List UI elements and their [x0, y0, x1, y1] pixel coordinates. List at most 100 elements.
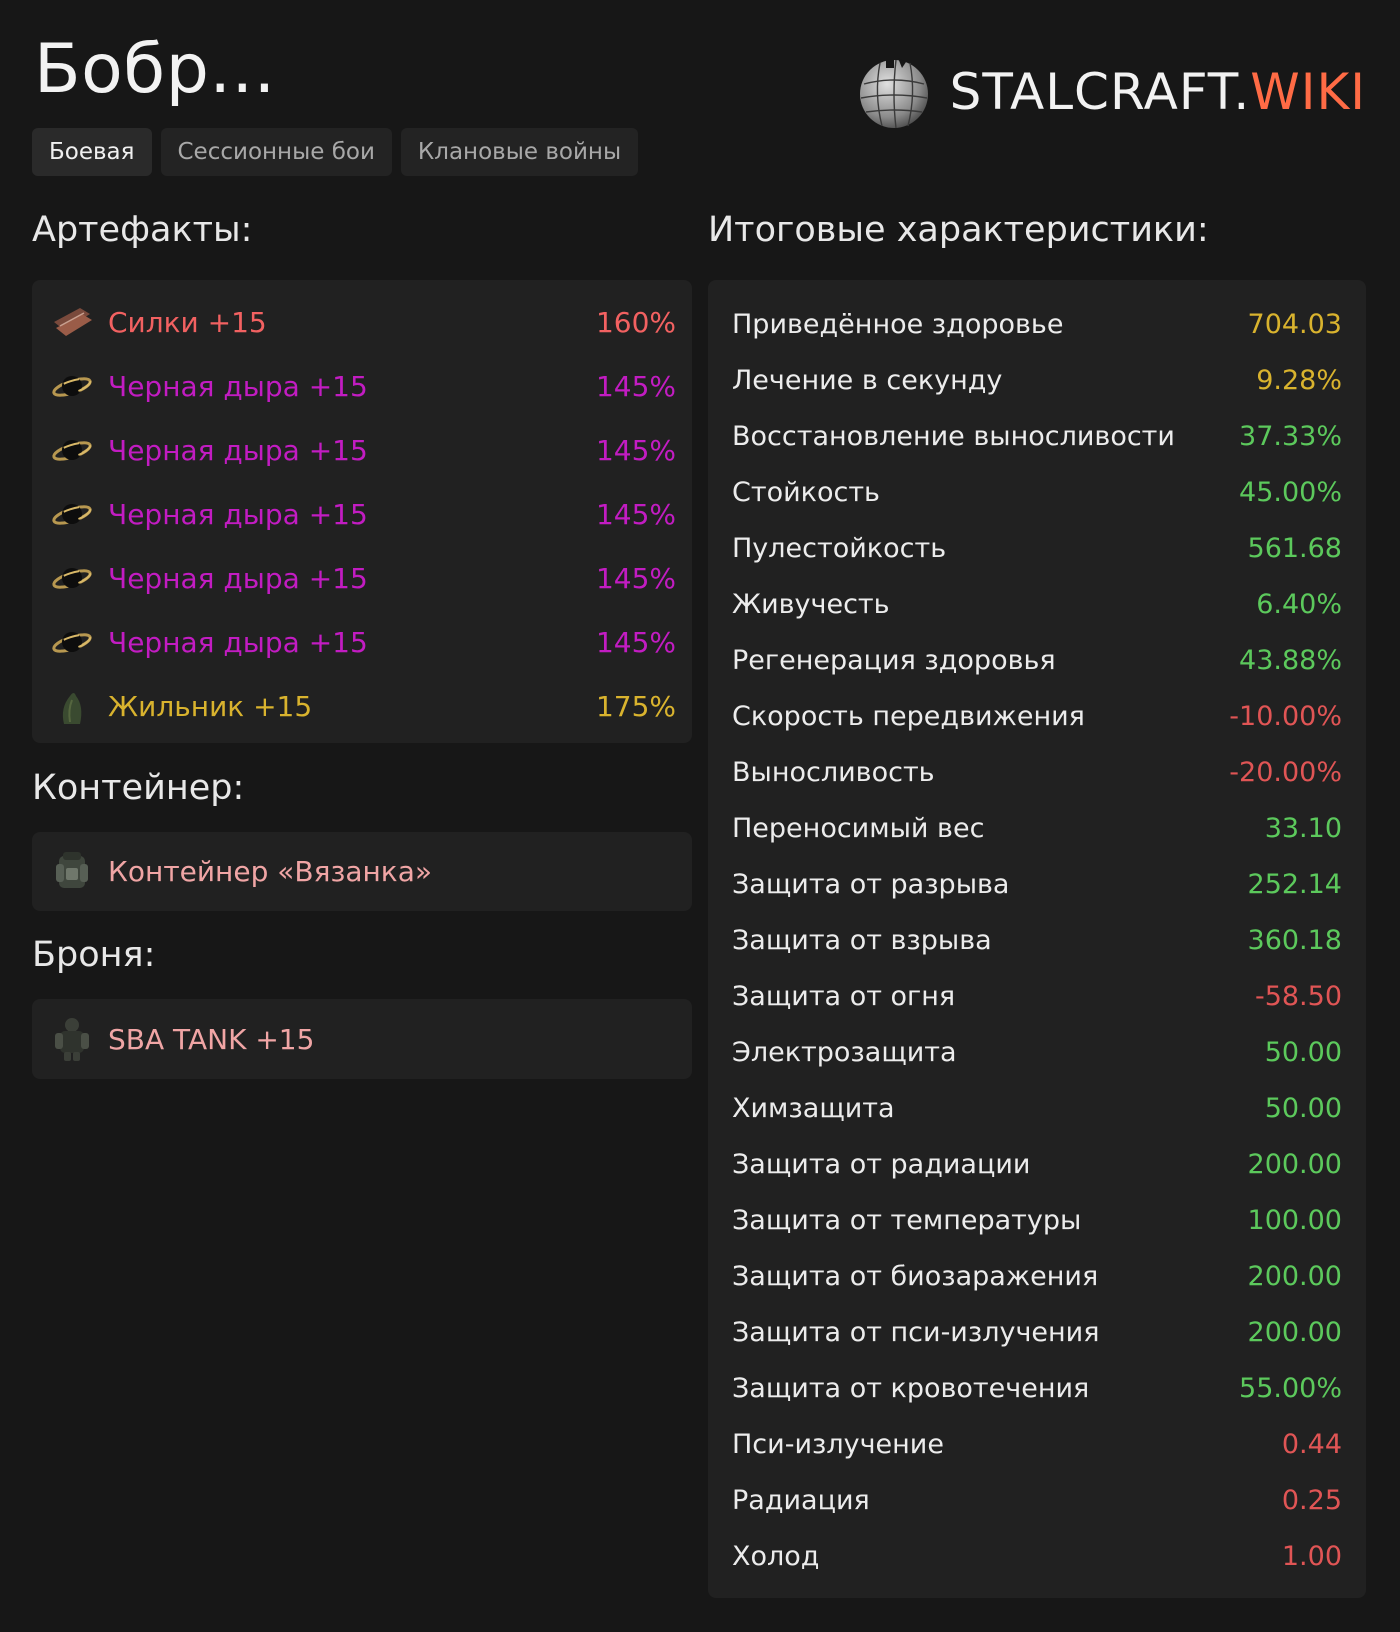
artifacts-heading: Артефакты: [32, 210, 253, 250]
artifact-value: 145% [595, 497, 676, 531]
stat-row: Химзащита 50.00 [732, 1080, 1342, 1136]
container-heading: Контейнер: [32, 768, 245, 808]
stat-row: Защита от огня -58.50 [732, 968, 1342, 1024]
container-name: Контейнер «Вязанка» [108, 855, 432, 888]
stat-value: 55.00% [1239, 1372, 1342, 1404]
stat-row: Регенерация здоровья 43.88% [732, 632, 1342, 688]
stat-label: Защита от биозаражения [732, 1260, 1099, 1292]
stat-value: -10.00% [1229, 700, 1342, 732]
artifact-row[interactable]: Силки +15 160% [32, 290, 692, 354]
stat-row: Переносимый вес 33.10 [732, 800, 1342, 856]
stat-value: 252.14 [1247, 868, 1342, 900]
stat-label: Приведённое здоровье [732, 308, 1064, 340]
stat-row: Пси-излучение 0.44 [732, 1416, 1342, 1472]
stat-row: Скорость передвижения -10.00% [732, 688, 1342, 744]
stat-value: -20.00% [1229, 756, 1342, 788]
stat-value: 6.40% [1256, 588, 1342, 620]
puzzle-globe-icon [859, 58, 928, 129]
artifact-row[interactable]: Черная дыра +15 145% [32, 418, 692, 482]
tab-combat[interactable]: Боевая [32, 128, 152, 176]
stat-label: Химзащита [732, 1092, 895, 1124]
stat-label: Защита от температуры [732, 1204, 1082, 1236]
artifact-row[interactable]: Жильник +15 175% [32, 674, 692, 738]
container-panel[interactable]: Контейнер «Вязанка» [32, 832, 692, 911]
armor-panel[interactable]: SBA TANK +15 [32, 999, 692, 1079]
stat-row: Лечение в секунду 9.28% [732, 352, 1342, 408]
stat-label: Стойкость [732, 476, 880, 508]
tab-session-battles[interactable]: Сессионные бои [160, 128, 392, 176]
stat-value: 33.10 [1264, 812, 1342, 844]
vein-artifact-icon [62, 693, 82, 724]
artifact-value: 145% [595, 369, 676, 403]
artifact-name: Жильник +15 [108, 689, 313, 723]
logo-text: STALCRAFT.WIKI [949, 63, 1366, 121]
stat-label: Восстановление выносливости [732, 420, 1175, 452]
artifact-row[interactable]: Черная дыра +15 145% [32, 482, 692, 546]
artifact-name: Черная дыра +15 [108, 369, 368, 403]
stat-value: 50.00 [1264, 1092, 1342, 1124]
stat-value: 50.00 [1264, 1036, 1342, 1068]
stats-panel: Приведённое здоровье 704.03 Лечение в секу… [708, 280, 1366, 1598]
armor-suit-icon [55, 1018, 89, 1061]
artifact-row[interactable]: Черная дыра +15 145% [32, 354, 692, 418]
armor-name: SBA TANK +15 [108, 1022, 315, 1056]
stat-label: Холод [732, 1540, 820, 1572]
stat-value: 45.00% [1239, 476, 1342, 508]
black-hole-artifact-icon [52, 376, 92, 397]
stat-value: 0.25 [1281, 1484, 1342, 1516]
artifact-name: Черная дыра +15 [108, 497, 368, 531]
stat-row: Выносливость -20.00% [732, 744, 1342, 800]
armor-heading: Броня: [32, 935, 156, 975]
tab-bar: Боевая Сессионные бои Клановые войны [32, 128, 639, 176]
stat-value: 43.88% [1239, 644, 1342, 676]
stat-value: 200.00 [1247, 1316, 1342, 1348]
artifact-name: Черная дыра +15 [108, 625, 368, 659]
artifact-name: Черная дыра +15 [108, 561, 368, 595]
stat-row: Защита от разрыва 252.14 [732, 856, 1342, 912]
stat-label: Радиация [732, 1484, 870, 1516]
black-hole-artifact-icon [52, 568, 92, 589]
stat-value: 9.28% [1256, 364, 1342, 396]
stat-row: Защита от температуры 100.00 [732, 1192, 1342, 1248]
stat-row: Восстановление выносливости 37.33% [732, 408, 1342, 464]
stat-label: Защита от пси-излучения [732, 1316, 1100, 1348]
stat-value: -58.50 [1254, 980, 1342, 1012]
snare-artifact-icon [54, 308, 92, 336]
stat-value: 37.33% [1239, 420, 1342, 452]
stat-label: Пси-излучение [732, 1428, 944, 1460]
stat-value: 561.68 [1247, 532, 1342, 564]
stat-row: Приведённое здоровье 704.03 [732, 296, 1342, 352]
stat-label: Регенерация здоровья [732, 644, 1056, 676]
stat-value: 360.18 [1247, 924, 1342, 956]
stat-value: 1.00 [1281, 1540, 1342, 1572]
artifact-name: Силки +15 [108, 305, 267, 339]
black-hole-artifact-icon [52, 632, 92, 653]
page-title: Бобр... [34, 30, 276, 109]
artifacts-panel: Силки +15 160% Черная дыра +15 145% Черная д… [32, 280, 692, 743]
artifact-row[interactable]: Черная дыра +15 145% [32, 610, 692, 674]
stat-label: Электрозащита [732, 1036, 957, 1068]
stat-row: Защита от радиации 200.00 [732, 1136, 1342, 1192]
stat-row: Живучесть 6.40% [732, 576, 1342, 632]
black-hole-artifact-icon [52, 440, 92, 461]
stat-value: 0.44 [1281, 1428, 1342, 1460]
stat-value: 200.00 [1247, 1260, 1342, 1292]
stat-value: 100.00 [1247, 1204, 1342, 1236]
artifact-name: Черная дыра +15 [108, 433, 368, 467]
tab-clan-wars[interactable]: Клановые войны [400, 128, 639, 176]
stat-value: 200.00 [1247, 1148, 1342, 1180]
stat-row: Защита от пси-излучения 200.00 [732, 1304, 1342, 1360]
stat-label: Защита от разрыва [732, 868, 1010, 900]
stat-label: Защита от кровотечения [732, 1372, 1090, 1404]
stats-heading: Итоговые характеристики: [708, 210, 1209, 250]
stat-row: Защита от взрыва 360.18 [732, 912, 1342, 968]
black-hole-artifact-icon [52, 504, 92, 525]
artifact-value: 145% [595, 561, 676, 595]
stalcraft-wiki-logo[interactable]: STALCRAFT.WIKI [856, 50, 1366, 134]
artifact-row[interactable]: Черная дыра +15 145% [32, 546, 692, 610]
stat-label: Выносливость [732, 756, 935, 788]
artifact-value: 175% [595, 689, 676, 723]
stat-label: Защита от радиации [732, 1148, 1031, 1180]
artifact-value: 145% [595, 433, 676, 467]
stat-value: 704.03 [1247, 308, 1342, 340]
